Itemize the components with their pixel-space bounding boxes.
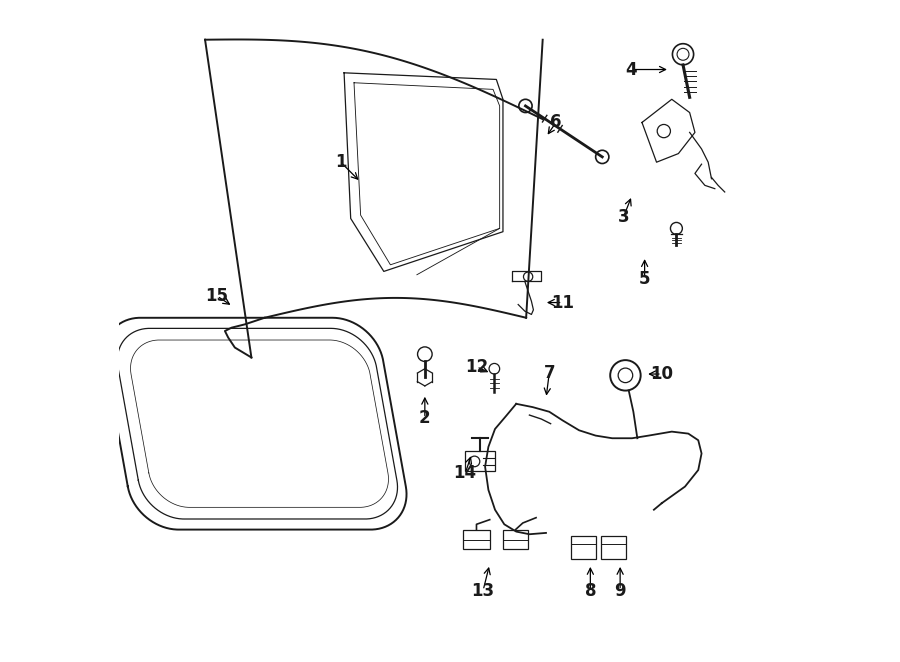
Text: 9: 9 bbox=[615, 581, 626, 600]
Bar bbox=[464, 530, 490, 549]
Bar bbox=[465, 451, 495, 471]
Text: 5: 5 bbox=[639, 270, 651, 289]
Text: 10: 10 bbox=[651, 365, 673, 383]
Text: 15: 15 bbox=[205, 287, 229, 305]
Text: 3: 3 bbox=[617, 208, 629, 226]
Bar bbox=[503, 530, 528, 549]
Text: 6: 6 bbox=[550, 113, 562, 132]
Bar bbox=[601, 536, 626, 559]
Text: 11: 11 bbox=[551, 293, 574, 312]
Text: 12: 12 bbox=[465, 357, 488, 376]
Text: 4: 4 bbox=[625, 60, 636, 79]
Text: 2: 2 bbox=[419, 409, 431, 428]
Text: 8: 8 bbox=[585, 581, 596, 600]
Bar bbox=[572, 536, 597, 559]
Text: 13: 13 bbox=[472, 581, 495, 600]
Text: 14: 14 bbox=[454, 464, 477, 483]
Text: 1: 1 bbox=[335, 153, 346, 171]
Text: 7: 7 bbox=[544, 363, 555, 382]
